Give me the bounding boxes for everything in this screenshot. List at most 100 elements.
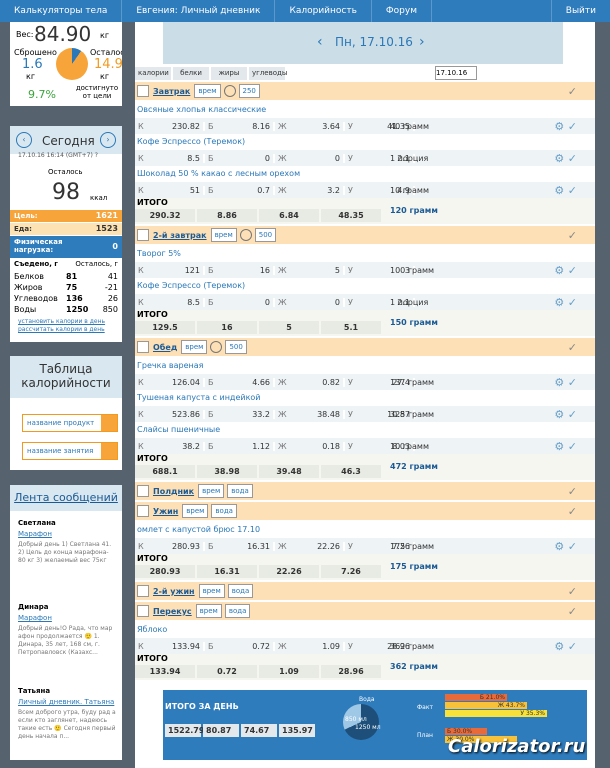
total-value: 1.09 [259, 665, 319, 678]
date-input[interactable]: 17.10.16 [435, 66, 477, 80]
item-name[interactable]: Кофе Эспрессо (Теремок) [137, 137, 246, 146]
water-button[interactable]: вода [211, 504, 237, 518]
check-icon[interactable]: ✓ [567, 604, 577, 618]
watermark: Calorizator.ru [448, 736, 586, 757]
post-text: Добрый день 1) Светлана 41. 2) Цель до к… [18, 541, 112, 564]
meal-name[interactable]: 2-й завтрак [153, 230, 207, 240]
collapse-btn[interactable] [137, 485, 149, 497]
check-icon[interactable]: ✓ [567, 504, 577, 518]
item-values: К 121 Б 16 Ж 5 У 3 100 грамм ⚙ ✓ [135, 262, 595, 278]
total-value: 688.1 [135, 465, 195, 478]
nutrient-value: Б 33.2 [205, 409, 275, 419]
prev-day[interactable]: ‹ [317, 34, 323, 50]
item-actions[interactable]: ⚙ ✓ [554, 183, 577, 197]
item-name[interactable]: омлет с капустой брюс 17.10 [137, 525, 261, 534]
search-button[interactable]: название продукт [22, 414, 118, 432]
post-topic[interactable]: Личный дневник. Татьяна [18, 698, 115, 706]
nutrient-number: 28.96 [387, 641, 410, 651]
meal-name[interactable]: Завтрак [153, 86, 191, 96]
item-actions[interactable]: ⚙ ✓ [554, 407, 577, 421]
post-topic[interactable]: Марафон [18, 614, 52, 622]
today-link[interactable]: установить калории в день [18, 318, 106, 325]
total-value: 46.3 [321, 465, 381, 478]
item-name[interactable]: Творог 5% [137, 249, 181, 258]
today-link[interactable]: рассчитать калории в день [18, 326, 105, 333]
item-actions[interactable]: ⚙ ✓ [554, 439, 577, 453]
item-actions[interactable]: ⚙ ✓ [554, 151, 577, 165]
portion-input[interactable]: 500 [225, 340, 247, 354]
collapse-btn[interactable] [137, 585, 149, 597]
nutrient-number: 0 [264, 297, 270, 307]
item-actions[interactable]: ⚙ ✓ [554, 263, 577, 277]
check-icon[interactable]: ✓ [567, 340, 577, 354]
check-icon[interactable]: ✓ [567, 84, 577, 98]
collapse-btn[interactable] [137, 229, 149, 241]
item-name[interactable]: Кофе Эспрессо (Теремок) [137, 281, 246, 290]
item-name[interactable]: Овсяные хлопья классические [137, 105, 267, 114]
nav-link[interactable]: Калорийность [275, 0, 372, 22]
time-button[interactable]: врем [194, 84, 221, 98]
nutrient-letter: У [348, 641, 353, 651]
clock-icon [239, 229, 252, 241]
meal-name[interactable]: Ужин [153, 506, 179, 516]
item-name[interactable]: Гречка вареная [137, 361, 204, 370]
item-name[interactable]: Слайсы пшеничные [137, 425, 221, 434]
meal-total: ИТОГО 129.5 16 5 5.1 150 грамм [135, 310, 595, 336]
row-label: Еда: [14, 225, 32, 233]
nut-name: Жиров [14, 283, 43, 292]
item-amount: 40 грамм [390, 121, 429, 131]
water-button[interactable]: вода [224, 604, 251, 618]
fact-bar: Ж 43.7% [445, 702, 527, 709]
portion-input[interactable]: 250 [238, 84, 260, 98]
water-button[interactable]: вода [227, 584, 254, 598]
feed-title[interactable]: Лента сообщений [10, 485, 122, 511]
item-actions[interactable]: ⚙ ✓ [554, 539, 577, 553]
next-btn[interactable]: › [100, 132, 116, 148]
percent-label: достигнуто от цели [75, 84, 119, 100]
item-actions[interactable]: ⚙ ✓ [554, 295, 577, 309]
item-name[interactable]: Шоколад 50 % какао с лесным орехом [137, 169, 301, 178]
check-icon[interactable]: ✓ [567, 584, 577, 598]
weight-panel: Вес:84.90кгСброшено1.6кгОсталось14.9кг9.… [10, 22, 122, 106]
time-button[interactable]: врем [195, 604, 222, 618]
time-button[interactable]: врем [181, 340, 208, 354]
item-actions[interactable]: ⚙ ✓ [554, 639, 577, 653]
collapse-btn[interactable] [137, 505, 149, 517]
meal-header: Обед врем 500 ✓ [135, 338, 595, 356]
item-actions[interactable]: ⚙ ✓ [554, 119, 577, 133]
search-button[interactable]: название занятия [22, 442, 118, 460]
meal-name[interactable]: Полдник [153, 486, 195, 496]
nav-link[interactable]: Форум [372, 0, 432, 22]
item-name[interactable]: Яблоко [137, 625, 168, 634]
check-icon[interactable]: ✓ [567, 228, 577, 242]
nav-link[interactable]: Евгения: Личный дневник [122, 0, 276, 22]
collapse-btn[interactable] [137, 85, 149, 97]
nut-left: -21 [104, 283, 118, 292]
meal-name[interactable]: Перекус [153, 606, 192, 616]
portion-input[interactable]: 500 [254, 228, 277, 242]
total-label: ИТОГО [137, 310, 168, 319]
th1: Съедено, г [14, 260, 58, 268]
time-button[interactable]: врем [182, 504, 209, 518]
water-button[interactable]: вода [227, 484, 253, 498]
time-button[interactable]: врем [198, 484, 225, 498]
collapse-btn[interactable] [137, 605, 149, 617]
meal-name[interactable]: Обед [153, 342, 178, 352]
nutrient-number: 0 [334, 153, 340, 163]
nutrient-letter: Б [208, 153, 214, 163]
item-actions[interactable]: ⚙ ✓ [554, 375, 577, 389]
check-icon[interactable]: ✓ [567, 484, 577, 498]
collapse-btn[interactable] [137, 341, 149, 353]
post-topic[interactable]: Марафон [18, 530, 52, 538]
nutrient-letter: К [138, 185, 144, 195]
nav-link[interactable]: Выйти [550, 0, 610, 22]
time-button[interactable]: врем [198, 584, 225, 598]
time-button[interactable]: врем [210, 228, 237, 242]
meal-name[interactable]: 2-й ужин [153, 586, 195, 596]
prev-btn[interactable]: ‹ [16, 132, 32, 148]
plan-bar: Б 30.0% [445, 728, 487, 735]
nav-link[interactable]: Калькуляторы тела [0, 0, 123, 22]
item-name[interactable]: Тушеная капуста с индейкой [137, 393, 261, 402]
next-day[interactable]: › [419, 34, 425, 50]
